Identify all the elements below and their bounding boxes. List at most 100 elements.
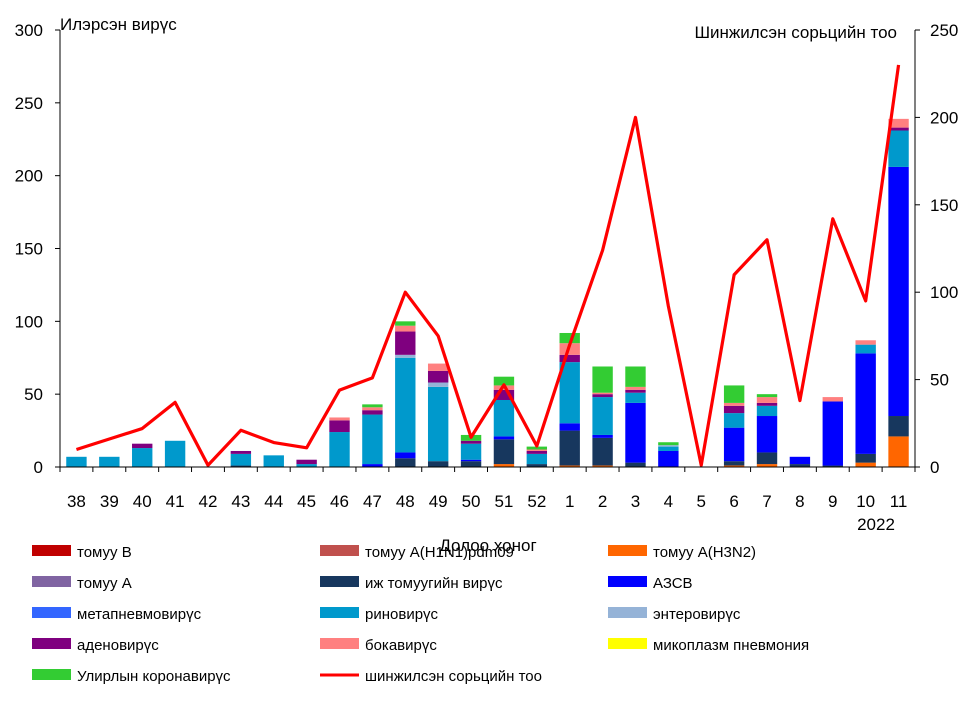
bar-segment — [789, 456, 811, 465]
right-tick-label: 100 — [930, 283, 958, 302]
bar-segment — [888, 436, 909, 467]
legend-label: аденовирүс — [77, 637, 159, 654]
bar-segment — [559, 332, 580, 344]
bar-segment — [395, 452, 416, 459]
bar-segment — [592, 465, 613, 467]
bar-segment — [559, 423, 580, 431]
bar-segment — [822, 397, 843, 402]
x-tick-label: 44 — [264, 492, 283, 511]
legend-label: иж томуугийн вирүс — [365, 575, 503, 592]
bar-segment — [460, 440, 482, 444]
bar-segment — [756, 464, 778, 467]
bar-segment — [822, 465, 843, 467]
bar-segment — [526, 464, 548, 467]
bar-segment — [526, 453, 548, 465]
legend-label: бокавирүс — [365, 637, 437, 654]
bar-segment — [756, 397, 778, 403]
bar-segment — [658, 442, 679, 446]
x-tick-label: 4 — [664, 492, 673, 511]
bar-segment — [296, 464, 317, 467]
bar-segment — [592, 366, 613, 393]
bar-segment — [263, 455, 284, 467]
bar-segment — [493, 399, 515, 437]
bar-segment — [460, 459, 482, 462]
x-tick-label: 5 — [697, 492, 706, 511]
bar-segment — [625, 386, 646, 390]
bar-segment — [395, 321, 416, 326]
bar-segment — [723, 402, 745, 406]
bar-segment — [395, 331, 416, 355]
bars-group — [66, 118, 909, 467]
bar-segment — [427, 461, 449, 467]
bar-segment — [526, 450, 548, 454]
bar-segment — [756, 394, 778, 398]
bar-segment — [658, 446, 679, 451]
line-series — [75, 64, 901, 467]
bar-segment — [296, 459, 317, 465]
left-axis-title: Илэрсэн вирүс — [60, 15, 177, 34]
line-group — [75, 64, 901, 467]
bar-segment — [526, 449, 548, 451]
bar-segment — [756, 402, 778, 406]
x-tick-label: 9 — [828, 492, 837, 511]
left-tick-label: 150 — [15, 240, 43, 259]
legend-label: томуу A(H3N2) — [653, 544, 756, 561]
bar-segment — [395, 325, 416, 332]
left-tick-label: 0 — [34, 458, 43, 477]
legend-swatch — [320, 638, 359, 649]
x-tick-label: 40 — [133, 492, 152, 511]
bar-segment — [888, 130, 909, 167]
bar-segment — [329, 417, 350, 421]
bar-segment — [493, 439, 515, 465]
x-tick-label: 43 — [231, 492, 250, 511]
bar-segment — [559, 465, 580, 467]
bar-segment — [756, 452, 778, 465]
bar-segment — [658, 445, 679, 447]
legend-swatch — [32, 576, 71, 587]
bar-segment — [855, 340, 876, 345]
bar-segment — [99, 456, 120, 467]
bar-segment — [395, 354, 416, 358]
bar-segment — [822, 401, 843, 466]
legend-label: микоплазм пневмония — [653, 637, 809, 654]
left-tick-label: 250 — [15, 94, 43, 113]
x-tick-label: 1 — [565, 492, 574, 511]
bar-segment — [526, 446, 548, 450]
legend-swatch — [608, 607, 647, 618]
legend-swatch — [320, 545, 359, 556]
x-tick-label: 42 — [199, 492, 218, 511]
x-tick-label: 8 — [795, 492, 804, 511]
bar-segment — [362, 410, 383, 415]
right-tick-label: 250 — [930, 21, 958, 40]
bar-segment — [362, 407, 383, 411]
right-tick-label: 150 — [930, 196, 958, 215]
bar-segment — [132, 448, 153, 467]
bar-segment — [723, 405, 745, 414]
bar-segment — [132, 443, 153, 449]
bar-segment — [230, 453, 252, 466]
bar-segment — [395, 458, 416, 467]
bar-segment — [559, 354, 580, 363]
x-tick-label: 45 — [297, 492, 316, 511]
bar-segment — [888, 118, 909, 128]
bar-segment — [723, 413, 745, 428]
bar-segment — [855, 453, 876, 463]
x-tick-label: 50 — [462, 492, 481, 511]
bar-segment — [888, 166, 909, 417]
bar-segment — [625, 462, 646, 467]
legend-swatch — [32, 669, 71, 680]
bar-segment — [625, 389, 646, 393]
x-tick-label: 39 — [100, 492, 119, 511]
bar-segment — [789, 464, 811, 467]
x-tick-label: 3 — [631, 492, 640, 511]
left-tick-label: 100 — [15, 312, 43, 331]
bar-segment — [723, 465, 745, 467]
x-tick-label: 41 — [166, 492, 185, 511]
legend-swatch — [320, 607, 359, 618]
x-tick-label: 10 — [856, 492, 875, 511]
bar-segment — [493, 464, 515, 467]
left-tick-label: 200 — [15, 167, 43, 186]
x-tick-label: 47 — [363, 492, 382, 511]
bar-segment — [592, 434, 613, 438]
bar-segment — [625, 366, 646, 387]
